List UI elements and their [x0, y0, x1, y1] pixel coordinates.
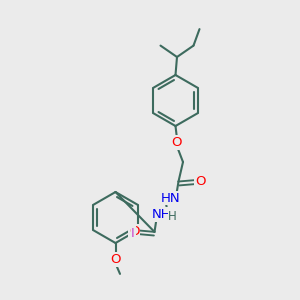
- Text: NH: NH: [152, 208, 172, 221]
- Text: H: H: [168, 209, 177, 223]
- Text: O: O: [195, 175, 206, 188]
- Text: O: O: [129, 225, 139, 238]
- Text: O: O: [110, 253, 121, 266]
- Text: HN: HN: [161, 191, 181, 205]
- Text: I: I: [131, 227, 135, 240]
- Text: O: O: [172, 136, 182, 149]
